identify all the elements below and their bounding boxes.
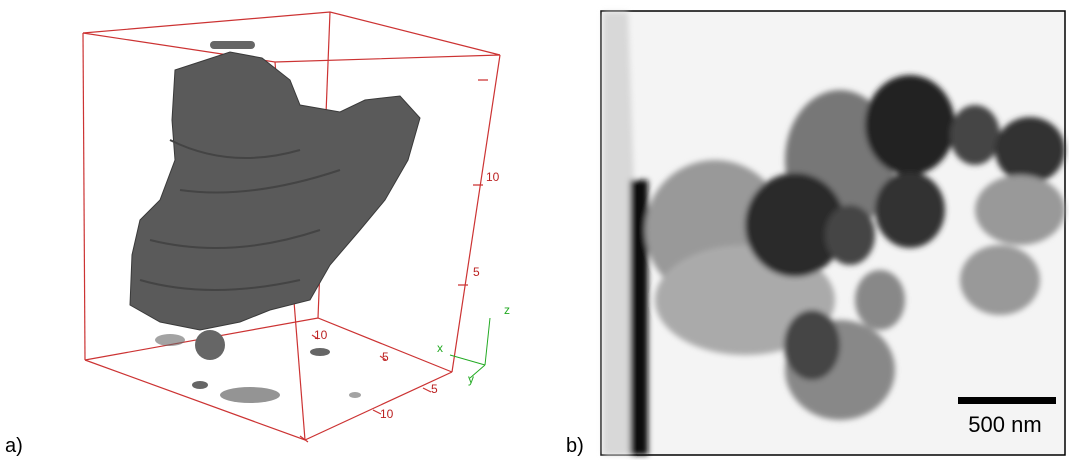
page: 10 5 10 5 5 10 x y z a)	[0, 0, 1069, 460]
panel-label: a)	[5, 435, 23, 457]
tick-label: 5	[382, 350, 389, 364]
tick-label: 10	[314, 328, 328, 342]
scale-bar-label: 500 nm	[968, 412, 1041, 437]
scale-bar	[958, 397, 1056, 404]
axis-label: y	[468, 372, 474, 386]
panel-b: 500 nm b)	[566, 11, 1065, 457]
tick-label: 10	[486, 170, 500, 184]
figure: 10 5 10 5 5 10 x y z a)	[0, 0, 1069, 460]
panel-label: b)	[566, 435, 584, 457]
axis-label: x	[437, 341, 443, 355]
particle-volume	[130, 52, 420, 330]
axis-label: z	[504, 303, 510, 317]
tick-label: 5	[431, 382, 438, 396]
tick-label: 5	[473, 265, 480, 279]
tick-label: 10	[380, 407, 394, 421]
panel-a: 10 5 10 5 5 10 x y z a)	[5, 12, 510, 457]
